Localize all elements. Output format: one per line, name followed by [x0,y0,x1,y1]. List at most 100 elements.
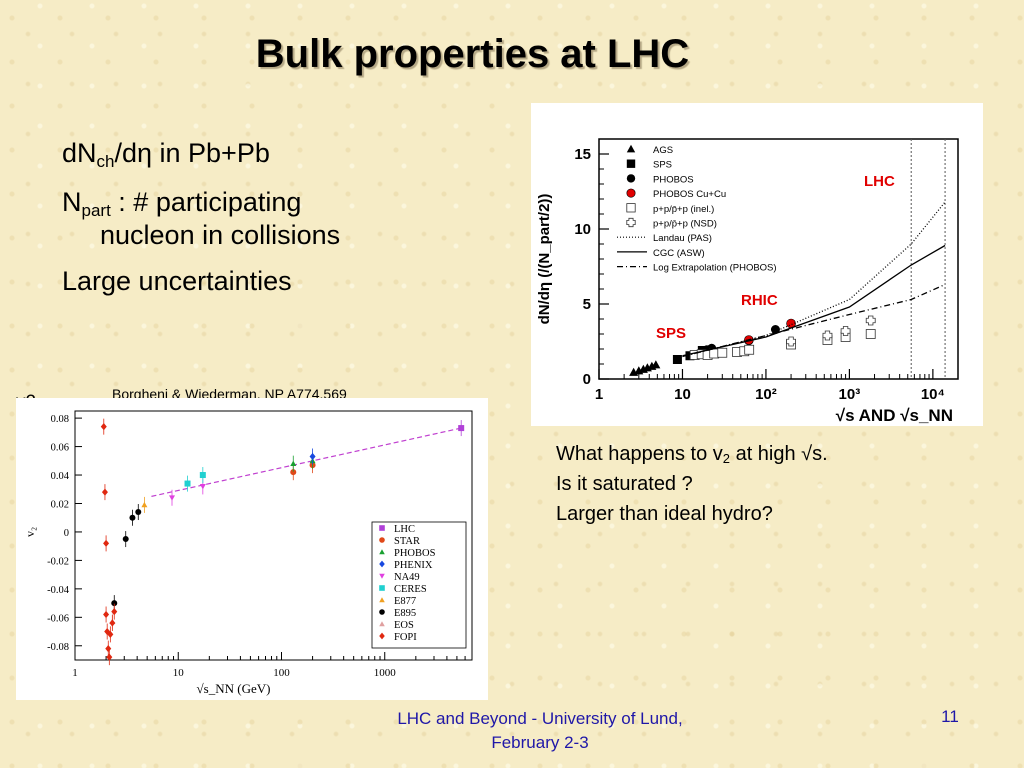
x-axis-label: √s_NN (GeV) [197,681,271,696]
legend-marker [379,585,385,591]
annotation-sps: SPS [656,325,686,342]
multiplicity-chart-panel: 1 10 10² 10³ 10⁴ 0 5 10 15 dN/dη (/(N_part/2)) √s … [531,103,983,426]
v2-chart-panel: 1 10 100 1000 0.08 0.06 0.04 0.02 0 -0.02 -0.04 -0.… [16,398,488,700]
curve-cgc-asw [682,244,946,357]
legend-marker [379,549,385,555]
legend: LHCSTARPHOBOSPHENIXNA49CERESE877E895EOSF… [371,521,467,649]
data-point [199,472,206,479]
y-tick-label: -0.04 [47,585,70,596]
v2-plot: 1 10 100 1000 0.08 0.06 0.04 0.02 0 -0.02 -0.04 -0.… [23,410,473,696]
data-point [100,423,107,431]
plot-frame [74,410,473,661]
series-ceres [184,467,206,492]
legend-marker [626,159,636,168]
legend-label: NA49 [394,572,420,583]
legend-label: EOS [394,620,414,631]
data-point [458,425,465,432]
legend-label: STAR [394,536,420,547]
question-1: What happens to v2 at high √s. [556,439,828,469]
legend-marker [379,525,385,531]
footer-line: February 2-3 [491,732,589,752]
question-3: Larger than ideal hydro? [556,503,773,525]
legend-marker [626,203,636,213]
bullet-subscript: ch [96,152,115,171]
v2-chart: 1 10 100 1000 0.08 0.06 0.04 0.02 0 -0.02 -0.04 -0.… [23,410,473,696]
series-lhc [458,420,465,437]
y-tick-label: -0.06 [47,613,69,624]
x-tick-label: 10 [674,386,691,403]
question-subscript: 2 [722,451,731,466]
series-landau-pas [682,201,946,358]
data-point [111,608,118,616]
y-tick-label: 15 [574,146,591,163]
y-axis-label: dN/dη (/(N_part/2)) [536,194,553,325]
multiplicity-plot: 1 10 10² 10³ 10⁴ 0 5 10 15 dN/dη (/(N_part/2)) √s … [536,138,959,425]
series-log-extrapolation-phobos [682,283,946,358]
legend-label: Log Extrapolation (PHOBOS) [653,263,777,274]
multiplicity-chart: 1 10 10² 10³ 10⁴ 0 5 10 15 dN/dη (/(N_part/2)) √s … [536,138,959,425]
legend-label: PHOBOS [653,174,694,185]
series-e877 [141,496,148,513]
question-text: What happens to v [556,443,723,465]
data-point [109,619,116,627]
legend-marker [379,537,385,543]
y-tick-label: 0.02 [51,499,69,510]
slide-title: Bulk properties at LHC [255,32,690,76]
series-e895 [111,504,142,612]
series-phenix [309,448,316,465]
annotation-rhic: RHIC [741,292,778,309]
annotation-lhc: LHC [864,173,895,190]
data-point [169,495,176,501]
question-2: Is it saturated ? [556,473,693,495]
data-point [770,325,780,334]
series-p-p-p-p-nsd [786,315,876,347]
y-tick-label: 5 [583,296,591,313]
series-na49 [169,478,206,506]
legend-label: CGC (ASW) [653,248,705,259]
footer-line: LHC and Beyond - University of Lund, [397,709,683,728]
legend-label: p+p/p̄+p (inel.) [653,204,714,215]
bullet-item-multiplicity: dNch/dη in Pb+Pb [62,138,502,171]
question-text: at high √s. [730,443,828,465]
x-tick-label: 10 [173,667,185,679]
y-tick-label: 0 [64,528,69,539]
legend-label: PHOBOS Cu+Cu [653,189,726,200]
legend-marker [379,621,385,627]
legend-label: E895 [394,608,416,619]
x-tick-label: 1000 [374,667,397,679]
data-point [744,344,755,355]
bullet-list: dNch/dη in Pb+Pb Npart : # participating… [62,138,502,313]
curve-landau-pas [682,201,946,358]
bullet-text: dN [62,138,97,168]
y-tick-label: -0.08 [47,642,69,653]
legend-marker [626,217,636,228]
data-point [786,336,796,347]
footer-text: LHC and Beyond - University of Lund, Feb… [360,707,720,755]
data-point [101,488,108,496]
legend-label: FOPI [394,632,417,643]
data-point [122,536,129,543]
data-point [141,501,148,508]
data-point [651,360,661,369]
page-number: 11 [941,707,959,726]
bullet-subscript: part [81,201,111,221]
legend-marker [626,144,636,153]
legend-marker [626,188,636,198]
legend-marker [379,573,385,579]
legend-label: E877 [394,596,416,607]
data-point [709,348,720,359]
x-tick-label: 1 [72,667,78,679]
data-point [865,329,876,339]
data-point [309,452,316,461]
data-point [290,460,297,467]
data-point [105,645,112,653]
bullet-item-npart: Npart : # participating nucleon in colli… [62,187,502,250]
fit-line [151,427,462,497]
legend-label: SPS [653,160,672,171]
x-tick-label: 10² [755,386,777,403]
data-point [822,330,833,341]
question-list: What happens to v2 at high √s. Is it sat… [556,439,828,529]
y-axis-label: v₂ [23,527,37,537]
data-point [672,355,682,364]
data-point [111,600,118,607]
